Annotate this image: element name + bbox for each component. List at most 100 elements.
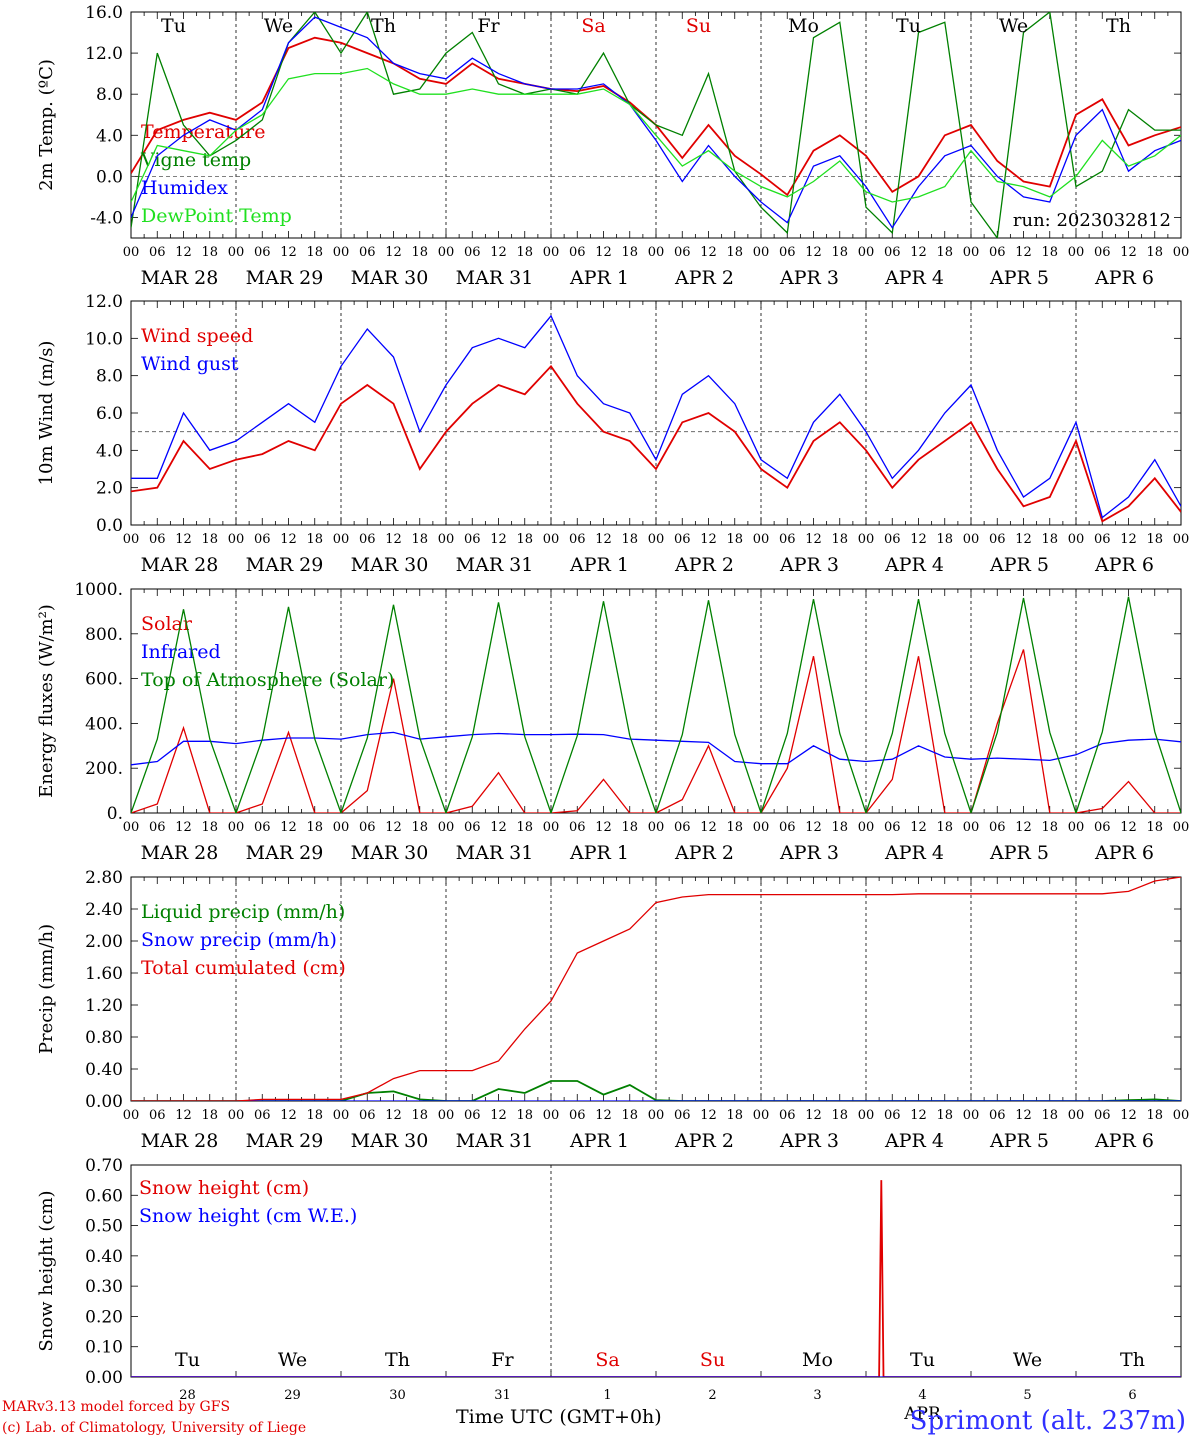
hour-tick-label: 00 [228, 820, 245, 835]
hour-tick-label: 12 [595, 532, 612, 547]
day-label: APR 6 [1094, 842, 1154, 864]
hour-tick-label: 00 [963, 1108, 980, 1123]
hour-tick-label: 18 [831, 1108, 848, 1123]
hour-tick-label: 12 [700, 245, 717, 260]
legend-entry: Liquid precip (mm/h) [141, 901, 345, 923]
day-number-label: 4 [918, 1388, 926, 1403]
hour-tick-label: 12 [1015, 1108, 1032, 1123]
y-tick-label: 8.0 [96, 367, 123, 387]
hour-tick-label: 06 [359, 532, 376, 547]
hour-tick-label: 12 [490, 245, 507, 260]
hour-tick-label: 18 [936, 820, 953, 835]
y-tick-label: 1000. [74, 580, 123, 600]
hour-tick-label: 06 [149, 1108, 166, 1123]
hour-tick-label: 06 [674, 1108, 691, 1123]
hour-tick-label: 00 [1173, 532, 1190, 547]
hour-tick-label: 06 [779, 1108, 796, 1123]
y-tick-label: 0.60 [85, 1186, 123, 1206]
hour-tick-label: 06 [464, 1108, 481, 1123]
hour-tick-label: 00 [438, 532, 455, 547]
day-label: APR 1 [569, 554, 629, 576]
day-label: MAR 28 [141, 842, 219, 864]
hour-tick-label: 00 [648, 245, 665, 260]
hour-tick-label: 18 [516, 1108, 533, 1123]
hour-tick-label: 12 [700, 1108, 717, 1123]
hour-tick-label: 06 [989, 532, 1006, 547]
hour-tick-label: 00 [1068, 532, 1085, 547]
hour-tick-label: 12 [490, 1108, 507, 1123]
hour-tick-label: 12 [805, 532, 822, 547]
day-label: APR 5 [989, 554, 1049, 576]
hour-tick-label: 00 [228, 245, 245, 260]
hour-tick-label: 06 [254, 245, 271, 260]
hour-tick-label: 18 [1146, 1108, 1163, 1123]
hour-tick-label: 12 [700, 532, 717, 547]
hour-tick-label: 06 [569, 820, 586, 835]
day-label: APR 2 [674, 554, 734, 576]
y-tick-label: 1.60 [85, 964, 123, 984]
hour-tick-label: 12 [490, 820, 507, 835]
hour-tick-label: 00 [648, 1108, 665, 1123]
y-axis-label: 10m Wind (m/s) [36, 341, 57, 486]
hour-tick-label: 12 [385, 532, 402, 547]
weekday-label: Th [371, 15, 396, 37]
y-tick-label: 4.0 [96, 126, 123, 146]
legend-entry: Total cumulated (cm) [141, 957, 346, 979]
day-label: APR 3 [779, 1130, 839, 1152]
day-label: MAR 30 [351, 267, 429, 289]
hour-tick-label: 00 [858, 1108, 875, 1123]
hour-tick-label: 00 [333, 1108, 350, 1123]
hour-tick-label: 00 [228, 1108, 245, 1123]
hour-tick-label: 12 [385, 1108, 402, 1123]
hour-tick-label: 18 [1041, 245, 1058, 260]
hour-tick-label: 12 [280, 1108, 297, 1123]
hour-tick-label: 18 [1041, 532, 1058, 547]
hour-tick-label: 06 [569, 532, 586, 547]
hour-tick-label: 18 [726, 532, 743, 547]
hour-tick-label: 12 [1120, 820, 1137, 835]
hour-tick-label: 00 [438, 1108, 455, 1123]
day-label: APR 2 [674, 267, 734, 289]
hour-tick-label: 00 [753, 820, 770, 835]
day-label: APR 5 [989, 842, 1049, 864]
y-tick-label: 0.00 [85, 1368, 123, 1388]
weekday-label: Tu [161, 15, 186, 37]
day-label: MAR 29 [246, 842, 324, 864]
hour-tick-label: 18 [306, 1108, 323, 1123]
hour-tick-label: 00 [1173, 245, 1190, 260]
day-label: MAR 30 [351, 554, 429, 576]
hour-tick-label: 00 [648, 532, 665, 547]
weekday-label: Sa [581, 15, 605, 37]
day-label: APR 1 [569, 1130, 629, 1152]
hour-tick-label: 06 [254, 1108, 271, 1123]
day-label: APR 3 [779, 267, 839, 289]
weekday-label: Mo [788, 15, 819, 37]
weekday-label: Th [1106, 15, 1131, 37]
day-label: MAR 31 [456, 1130, 534, 1152]
hour-tick-label: 12 [805, 820, 822, 835]
day-number-label: 31 [494, 1388, 511, 1403]
hour-tick-label: 06 [464, 532, 481, 547]
day-label: MAR 31 [456, 267, 534, 289]
day-label: APR 6 [1094, 554, 1154, 576]
hour-tick-label: 06 [884, 245, 901, 260]
day-number-label: 30 [389, 1388, 406, 1403]
hour-tick-label: 06 [989, 245, 1006, 260]
weekday-label: We [1013, 1349, 1042, 1371]
hour-tick-label: 00 [963, 245, 980, 260]
day-label: APR 6 [1094, 1130, 1154, 1152]
hour-tick-label: 06 [569, 245, 586, 260]
day-label: APR 3 [779, 842, 839, 864]
day-label: MAR 31 [456, 554, 534, 576]
hour-tick-label: 00 [333, 245, 350, 260]
hour-tick-label: 06 [569, 1108, 586, 1123]
y-tick-label: 2.40 [85, 900, 123, 920]
hour-tick-label: 06 [254, 532, 271, 547]
y-tick-label: 0. [107, 804, 123, 824]
hour-tick-label: 00 [858, 532, 875, 547]
hour-tick-label: 18 [411, 245, 428, 260]
hour-tick-label: 18 [621, 245, 638, 260]
hour-tick-label: 18 [411, 532, 428, 547]
hour-tick-label: 12 [175, 820, 192, 835]
hour-tick-label: 12 [910, 820, 927, 835]
